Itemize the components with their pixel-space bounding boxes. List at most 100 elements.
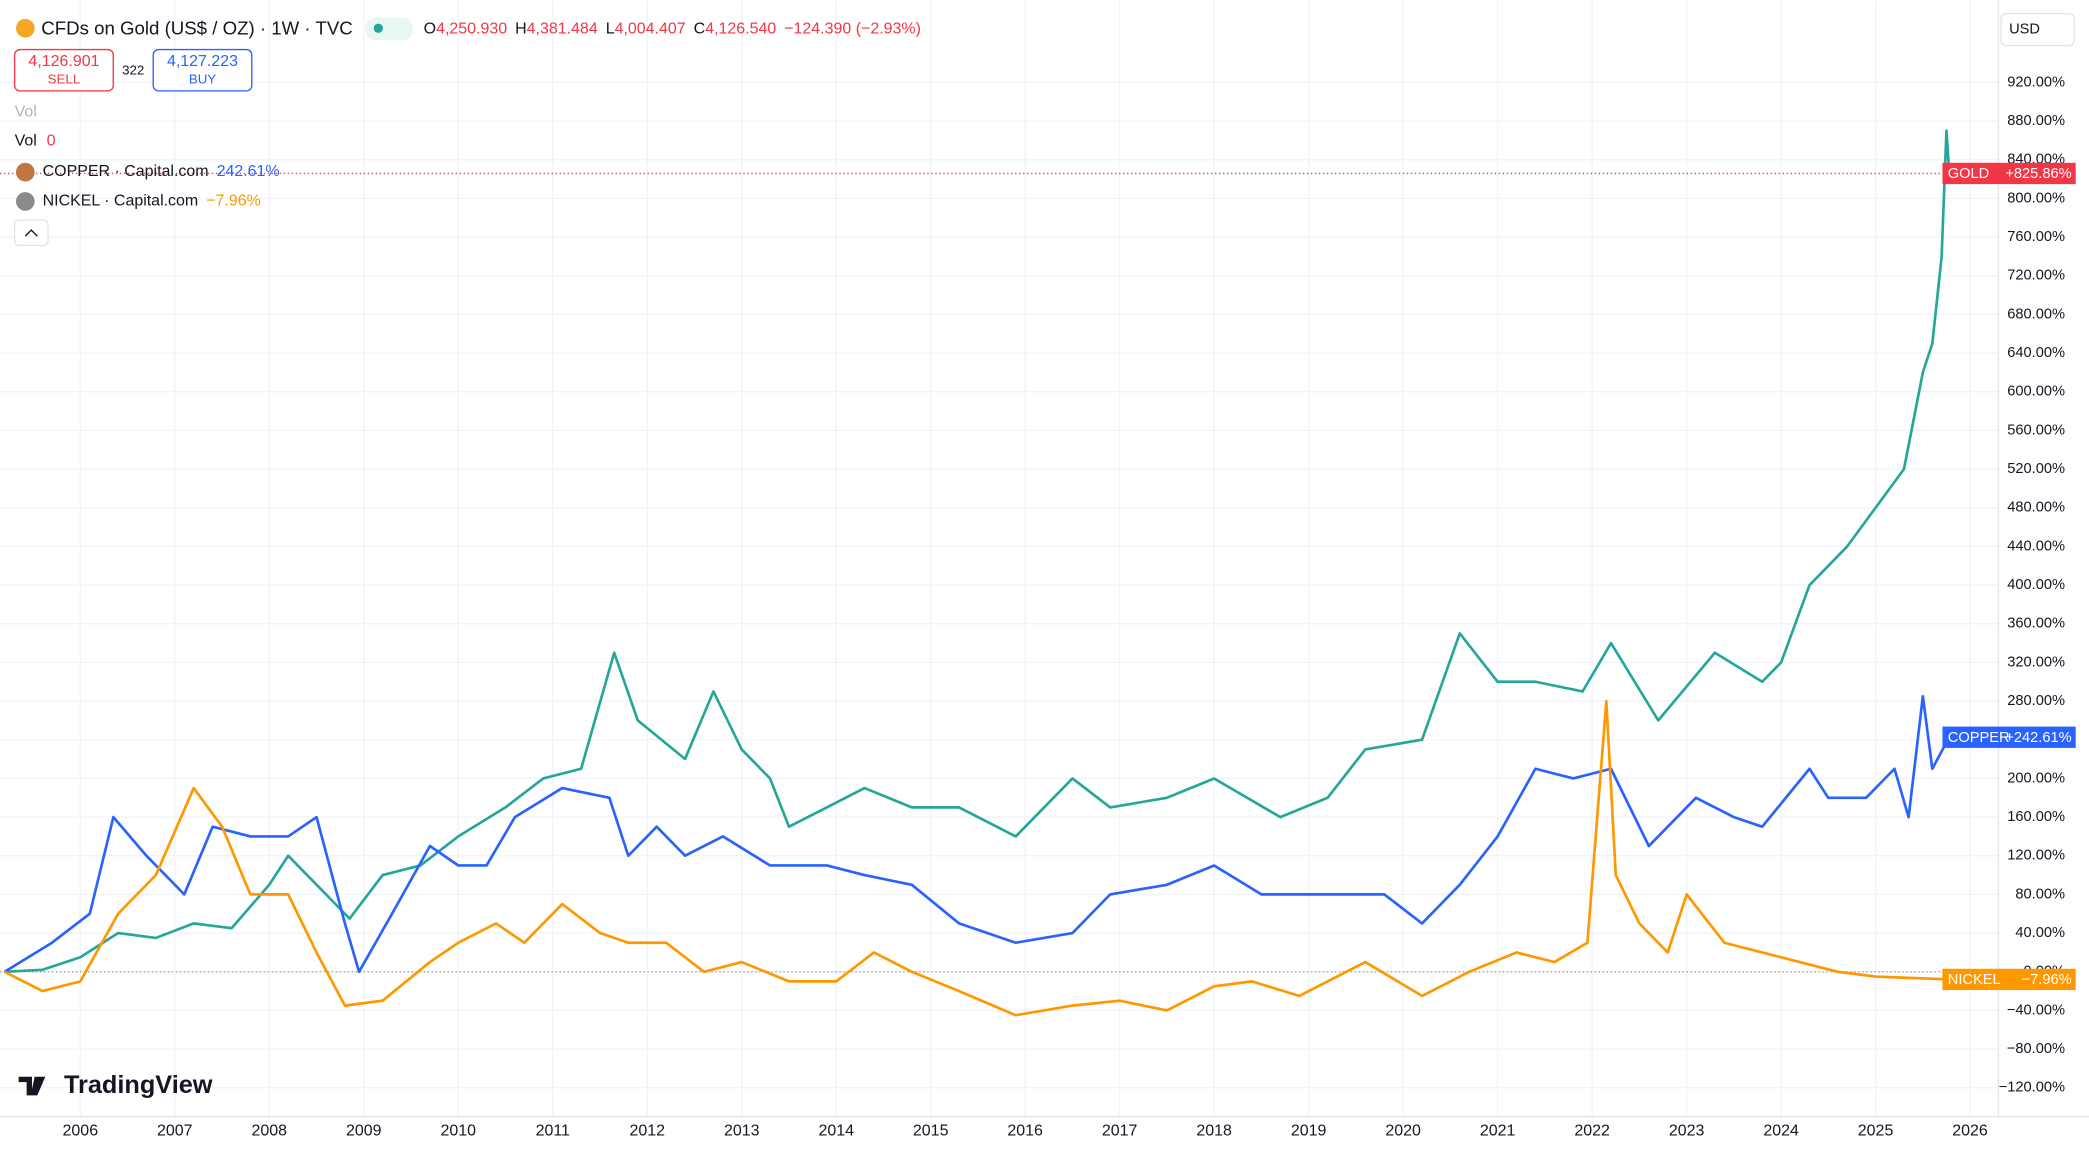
collapse-button[interactable]	[13, 219, 49, 247]
end-label-name: NICKEL	[1948, 972, 2001, 988]
x-tick-label: 2008	[252, 1123, 288, 1140]
ohlc-value: 4,126.540	[705, 21, 776, 38]
market-open-dot	[373, 23, 384, 33]
x-tick-label: 2012	[629, 1123, 665, 1140]
y-tick-label: −120.00%	[1999, 1080, 2065, 1096]
legend-name: NICKEL · Capital.com	[43, 193, 199, 210]
series-end-label: COPPER+242.61%	[1942, 726, 2076, 748]
nickel-icon	[15, 192, 35, 211]
sell-button[interactable]	[13, 48, 114, 92]
y-tick-label: 160.00%	[2007, 809, 2065, 825]
status-badge[interactable]	[365, 17, 414, 41]
y-tick-label: 760.00%	[2007, 229, 2065, 245]
x-tick-label: 2023	[1669, 1123, 1705, 1140]
ohlc-key: H	[515, 21, 527, 38]
x-tick-label: 2014	[818, 1123, 854, 1140]
y-tick-label: 920.00%	[2007, 74, 2065, 90]
y-tick-label: 720.00%	[2007, 268, 2065, 284]
y-tick-label: 280.00%	[2007, 693, 2065, 709]
spread: 322	[122, 62, 144, 77]
series-line	[4, 699, 1950, 1017]
y-tick-label: 400.00%	[2007, 577, 2065, 593]
ohlc-key: C	[694, 21, 706, 38]
symbol-icon	[15, 18, 35, 38]
end-label-box	[1942, 726, 2076, 748]
x-tick-label: 2020	[1385, 1123, 1421, 1140]
legend-entry: COPPER · Capital.com 242.61%	[43, 163, 280, 180]
ohlc-value: 4,004.407	[615, 21, 686, 38]
axes: −120.00%−80.00%−40.00%0.00%40.00%80.00%1…	[63, 74, 2076, 1140]
x-tick-label: 2025	[1858, 1123, 1894, 1140]
sell-label: SELL	[48, 72, 81, 87]
buy-price: 4,127.223	[167, 53, 238, 70]
buy-label: BUY	[189, 72, 216, 87]
ohlc: O4,250.930 H4,381.484 L4,004.407 C4,126.540…	[424, 21, 921, 38]
sell-price: 4,126.901	[28, 53, 99, 70]
end-label-box	[1942, 162, 2076, 185]
x-tick-label: 2022	[1574, 1123, 1610, 1140]
x-tick-label: 2010	[440, 1123, 476, 1140]
ohlc-value: 4,250.930	[436, 21, 507, 38]
y-tick-label: 360.00%	[2007, 616, 2065, 632]
y-tick-label: 320.00%	[2007, 654, 2065, 670]
x-tick-label: 2006	[63, 1123, 99, 1140]
y-tick-label: 600.00%	[2007, 384, 2065, 400]
vol-label: Vol	[15, 133, 37, 150]
y-tick-label: −40.00%	[2007, 1002, 2065, 1018]
y-tick-label: 560.00%	[2007, 422, 2065, 438]
y-tick-label: 880.00%	[2007, 113, 2065, 129]
x-tick-label: 2024	[1763, 1123, 1799, 1140]
brand: TradingView	[64, 1071, 213, 1099]
buy-button[interactable]	[152, 48, 253, 92]
end-label-box	[1942, 968, 2076, 991]
x-tick-label: 2019	[1291, 1123, 1327, 1140]
y-tick-label: 440.00%	[2007, 538, 2065, 554]
series-end-label: GOLD +825.86%	[1942, 162, 2076, 185]
legend-name: COPPER · Capital.com	[43, 163, 209, 180]
currency: USD	[2009, 21, 2040, 37]
x-tick-label: 2021	[1480, 1123, 1516, 1140]
grid	[0, 0, 1999, 1117]
y-tick-label: 200.00%	[2007, 770, 2065, 786]
x-tick-label: 2026	[1952, 1123, 1988, 1140]
y-tick-label: 640.00%	[2007, 345, 2065, 361]
x-tick-label: 2011	[536, 1123, 570, 1140]
end-label-value: +825.86%	[2005, 166, 2071, 182]
x-tick-label: 2009	[346, 1123, 382, 1140]
end-label-value: −7.96%	[2022, 972, 2072, 988]
legend-entry: NICKEL · Capital.com −7.96%	[43, 193, 261, 210]
x-tick-label: 2007	[157, 1123, 193, 1140]
ohlc-change: −124.390 (−2.93%)	[784, 21, 921, 38]
currency-button[interactable]	[2000, 12, 2076, 47]
y-tick-label: 40.00%	[2015, 925, 2065, 941]
copper-icon	[15, 162, 35, 182]
series-line	[3, 694, 1951, 974]
series-end-label: NICKEL −7.96%	[1942, 968, 2076, 991]
y-tick-label: 480.00%	[2007, 500, 2065, 516]
y-tick-label: 80.00%	[2015, 886, 2065, 902]
x-tick-label: 2018	[1196, 1123, 1232, 1140]
ohlc-key: L	[606, 21, 615, 38]
x-tick-label: 2016	[1007, 1123, 1043, 1140]
end-label-name: GOLD	[1948, 166, 1990, 182]
end-label-name: COPPER	[1948, 730, 2010, 746]
ohlc-value: 4,381.484	[527, 21, 598, 38]
symbol-title: CFDs on Gold (US$ / OZ) · 1W · TVC	[41, 18, 352, 39]
y-tick-label: −80.00%	[2007, 1041, 2065, 1057]
y-tick-label: 800.00%	[2007, 190, 2065, 206]
x-tick-label: 2013	[724, 1123, 760, 1140]
vol-hidden: Vol	[15, 103, 37, 120]
legend-value: 242.61%	[217, 163, 280, 180]
x-tick-label: 2015	[913, 1123, 949, 1140]
series-line	[4, 129, 1951, 974]
ohlc-key: O	[424, 21, 436, 38]
collapse-icon	[24, 229, 38, 237]
y-tick-label: 680.00%	[2007, 306, 2065, 322]
end-label-value: +242.61%	[2005, 730, 2071, 746]
plot	[0, 129, 1999, 1017]
y-tick-label: 120.00%	[2007, 848, 2065, 864]
vol-value: 0	[47, 133, 56, 150]
header: CFDs on Gold (US$ / OZ) · 1W · TVC O4,25…	[13, 12, 2076, 1099]
